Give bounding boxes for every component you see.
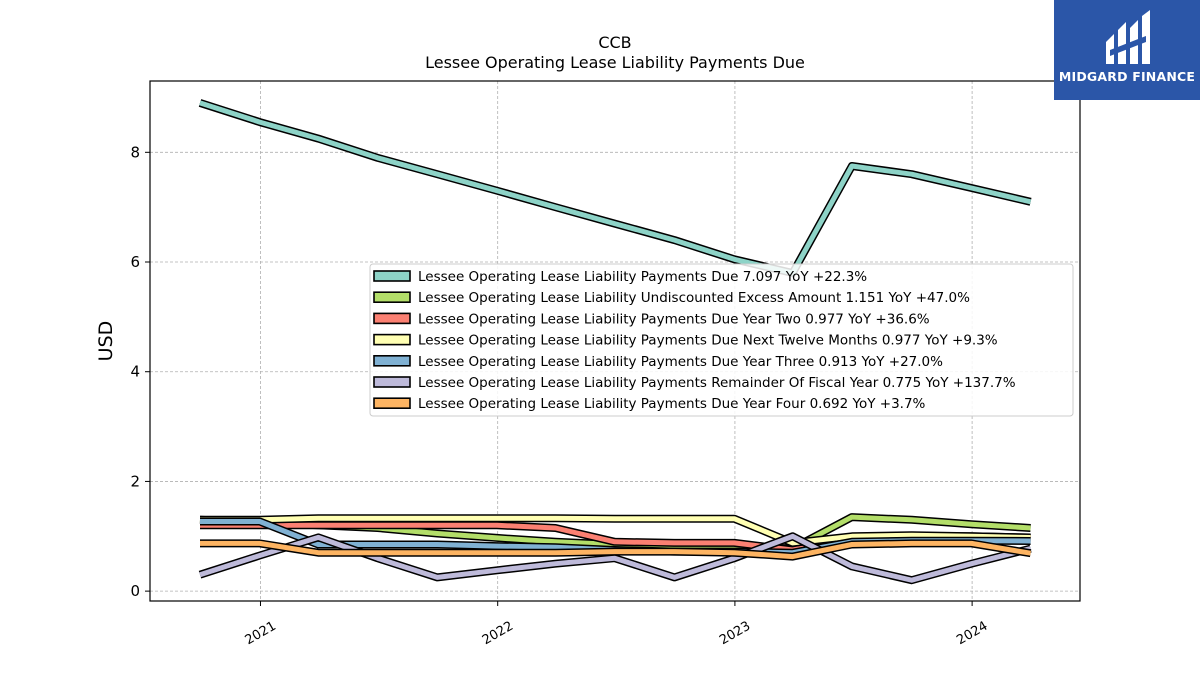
y-axis-label: USD [95,321,117,362]
legend-item: Lessee Operating Lease Liability Undisco… [373,290,970,306]
x-tick-label: 2024 [954,619,990,649]
legend-swatch [373,270,411,282]
brand-logo: MIDGARD FINANCE [1054,0,1200,100]
plot-frame [149,80,1081,602]
y-tick-label: 2 [130,472,140,490]
x-tick-label: 2021 [243,619,279,649]
legend-item: Lessee Operating Lease Liability Payment… [373,333,998,349]
series-line-fill [200,540,1032,560]
y-tick-label: 4 [130,363,140,381]
legend-swatch [373,291,411,304]
legend-label: Lessee Operating Lease Liability Payment… [418,333,998,349]
x-tick-label: 2022 [480,619,516,649]
legend-item: Lessee Operating Lease Liability Payment… [373,396,926,412]
legend-swatch [373,376,411,388]
legend-swatch [373,354,411,367]
legend: Lessee Operating Lease Liability Payment… [369,263,1074,417]
legend-item: Lessee Operating Lease Liability Payment… [373,269,867,285]
legend-swatch [373,397,411,410]
legend-label: Lessee Operating Lease Liability Payment… [418,269,867,285]
chart-subtitle: Lessee Operating Lease Liability Payment… [425,53,805,72]
series-line [200,539,1032,561]
legend-label: Lessee Operating Lease Liability Payment… [418,354,943,370]
series-line-fill [200,515,1031,546]
y-tick-label: 8 [130,143,140,161]
x-axis: 2021 2022 2023 2024 [243,601,990,649]
x-tick-label: 2023 [717,619,753,649]
legend-swatch [373,333,411,346]
y-tick-label: 6 [130,253,140,271]
series-line-fill [199,100,1032,276]
legend-label: Lessee Operating Lease Liability Payment… [418,396,926,412]
legend-label: Lessee Operating Lease Liability Payment… [418,311,930,327]
legend-item: Lessee Operating Lease Liability Payment… [373,311,930,327]
y-axis: 0 2 4 6 8 [130,143,150,600]
legend-label: Lessee Operating Lease Liability Payment… [418,375,1016,391]
brand-name: MIDGARD FINANCE [1058,69,1196,84]
legend-label: Lessee Operating Lease Liability Undisco… [418,290,970,306]
series-line-outline [198,99,1032,277]
series-line [198,532,1032,585]
legend-swatch [373,312,411,325]
chart-title: CCB [598,33,631,52]
legend-item: Lessee Operating Lease Liability Payment… [373,375,1016,391]
midgard-logo-icon [1106,10,1150,64]
y-tick-label: 0 [130,582,140,600]
series-line [198,99,1032,277]
series-line-fill [199,533,1032,583]
series-layer [198,99,1032,585]
legend-box [369,263,1074,417]
series-line [200,514,1031,547]
legend-item: Lessee Operating Lease Liability Payment… [373,354,943,370]
